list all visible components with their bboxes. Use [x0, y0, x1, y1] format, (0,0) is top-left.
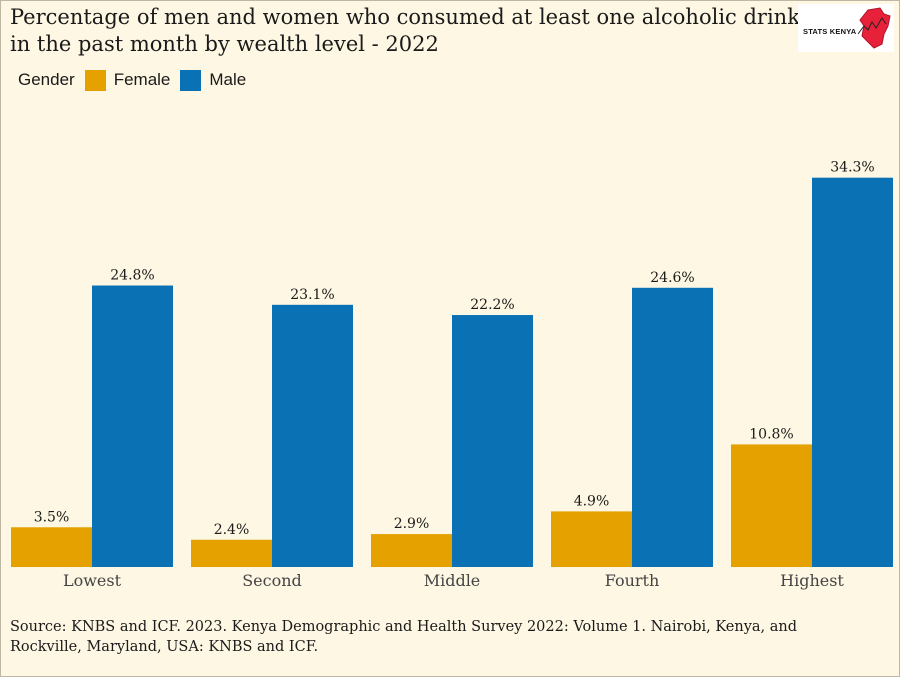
legend-label-male: Male [209, 70, 247, 89]
bar-male-second [272, 304, 353, 567]
legend: Gender Female Male [18, 69, 246, 91]
legend-item-female: Female [84, 69, 171, 91]
x-tick-label-fourth: Fourth [605, 571, 660, 590]
bar-female-highest [731, 444, 812, 567]
data-label-male-highest: 34.3% [830, 160, 874, 176]
bar-female-second [191, 539, 272, 567]
data-label-female-fourth: 4.9% [574, 493, 610, 509]
source-note: Source: KNBS and ICF. 2023. Kenya Demogr… [10, 619, 798, 655]
x-tick-label-lowest: Lowest [63, 571, 122, 590]
legend-title: Gender [18, 70, 75, 89]
bar-female-lowest [11, 527, 92, 567]
stats-kenya-logo: STATS KENYA [798, 4, 894, 52]
bar-male-fourth [632, 287, 713, 567]
data-label-female-second: 2.4% [214, 522, 250, 538]
kenya-map-icon [857, 7, 891, 49]
chart-title: Percentage of men and women who consumed… [10, 5, 800, 56]
data-label-male-second: 23.1% [290, 287, 334, 303]
x-tick-label-middle: Middle [424, 571, 481, 590]
data-label-male-middle: 22.2% [470, 297, 514, 313]
bar-female-fourth [551, 511, 632, 567]
data-label-female-middle: 2.9% [394, 516, 430, 532]
legend-item-male: Male [180, 69, 247, 91]
x-tick-label-highest: Highest [780, 571, 844, 590]
data-label-male-fourth: 24.6% [650, 270, 694, 286]
x-tick-label-second: Second [242, 571, 302, 590]
legend-label-female: Female [113, 70, 171, 89]
bar-male-middle [452, 315, 533, 567]
legend-swatch-male [180, 69, 202, 91]
data-label-female-highest: 10.8% [749, 426, 793, 442]
bar-male-lowest [92, 285, 173, 567]
logo-text: STATS KENYA [803, 27, 857, 36]
legend-swatch-female [84, 69, 106, 91]
data-label-female-lowest: 3.5% [34, 509, 70, 525]
bar-male-highest [812, 177, 893, 567]
bar-female-middle [371, 534, 452, 567]
data-label-male-lowest: 24.8% [110, 268, 154, 284]
